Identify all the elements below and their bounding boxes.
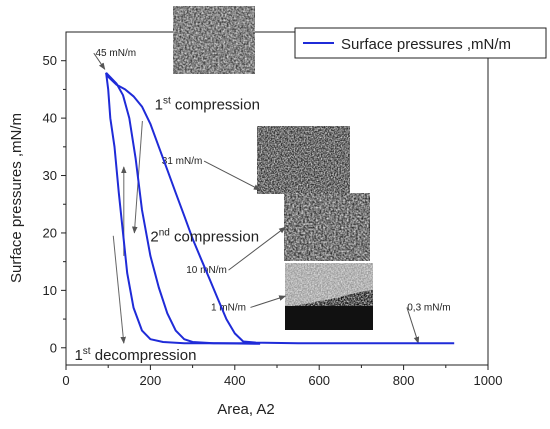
x-tick-label: 1000 <box>474 373 503 388</box>
curve-1st-compression <box>105 72 455 345</box>
annotation-label: 31 mN/m <box>162 156 203 167</box>
annotation-arrow <box>93 52 106 70</box>
annotation-arrow <box>250 295 287 308</box>
y-axis-label: Surface pressures ,mN/m <box>8 113 25 283</box>
axis-tick-labels: 0 200 400 600 800 1000 0 10 20 30 40 50 <box>43 53 503 388</box>
x-tick-label: 400 <box>224 373 246 388</box>
phase-arrow <box>112 235 126 344</box>
curve-label: 2nd compression <box>150 228 259 246</box>
axis-ticks <box>61 60 489 370</box>
curve-1st-decompression <box>105 72 261 345</box>
micrograph-45-image <box>173 6 255 74</box>
legend-box <box>294 27 547 59</box>
plot-frame <box>65 31 489 366</box>
annotation-arrow <box>203 160 261 191</box>
y-tick-label: 0 <box>50 340 57 355</box>
annotation-label: 45 mN/m <box>96 48 137 59</box>
x-tick-label: 0 <box>62 373 69 388</box>
curve-labels: 1st compression 2nd compression 1st decomp… <box>74 96 260 364</box>
x-tick-label: 600 <box>308 373 330 388</box>
y-tick-label: 20 <box>43 225 57 240</box>
annotation-arrow <box>406 307 420 344</box>
micrograph-10-image <box>284 193 370 261</box>
x-tick-label: 200 <box>140 373 162 388</box>
x-tick-label: 800 <box>393 373 415 388</box>
annotation-label: 0,3 mN/m <box>407 302 450 313</box>
y-tick-label: 50 <box>43 53 57 68</box>
y-tick-label: 10 <box>43 283 57 298</box>
legend-label: Surface pressures ,mN/m <box>341 36 511 53</box>
annotations: 45 mN/m31 mN/m10 mN/m1 mN/m 0,3 mN/m <box>93 48 451 344</box>
curve-2nd-compression <box>105 72 261 345</box>
micrograph-31-image <box>257 126 350 194</box>
micrograph-1-image <box>285 263 373 330</box>
y-tick-label: 30 <box>43 168 57 183</box>
y-tick-label: 40 <box>43 111 57 126</box>
curve-label: 1st compression <box>155 96 260 114</box>
legend: Surface pressures ,mN/m <box>294 27 547 59</box>
data-curves <box>105 72 455 345</box>
x-axis-label: Area, A2 <box>217 401 275 418</box>
annotation-label: 1 mN/m <box>211 302 246 313</box>
annotation-arrow <box>228 226 286 271</box>
curve-label: 1st decompression <box>74 346 196 364</box>
